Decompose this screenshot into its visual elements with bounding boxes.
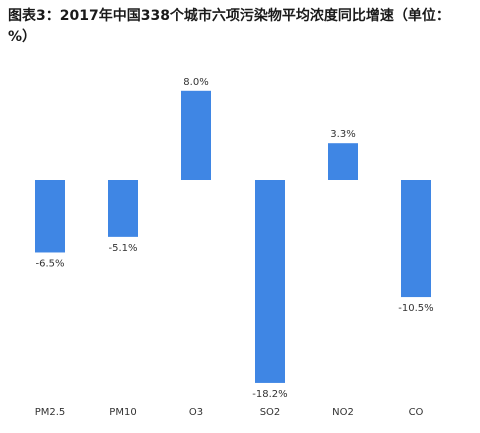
bar-so2 [255, 180, 285, 383]
value-label: -18.2% [252, 389, 287, 400]
category-label: SO2 [260, 407, 281, 418]
bar-pm10 [108, 180, 138, 237]
value-label: -5.1% [108, 243, 137, 254]
value-label: 3.3% [330, 129, 355, 140]
category-label: O3 [189, 407, 203, 418]
category-label: PM10 [109, 407, 136, 418]
value-label: -10.5% [398, 303, 433, 314]
bar-pm25 [35, 180, 65, 253]
value-label: -6.5% [35, 258, 64, 269]
category-label: PM2.5 [35, 407, 66, 418]
category-label: NO2 [332, 407, 354, 418]
bar-no2 [328, 143, 358, 180]
value-label: 8.0% [183, 77, 208, 88]
bar-group [35, 90, 431, 383]
category-label-group: PM2.5 PM10 O3 SO2 NO2 CO [35, 407, 424, 418]
category-label: CO [409, 407, 424, 418]
bar-co [401, 180, 431, 298]
chart-title: 图表3：2017年中国338个城市六项污染物平均浓度同比增速（单位：%） [8, 8, 450, 45]
bar-o3 [181, 90, 211, 180]
value-label-group: -6.5% -5.1% 8.0% -18.2% 3.3% -10.5% [35, 77, 433, 400]
